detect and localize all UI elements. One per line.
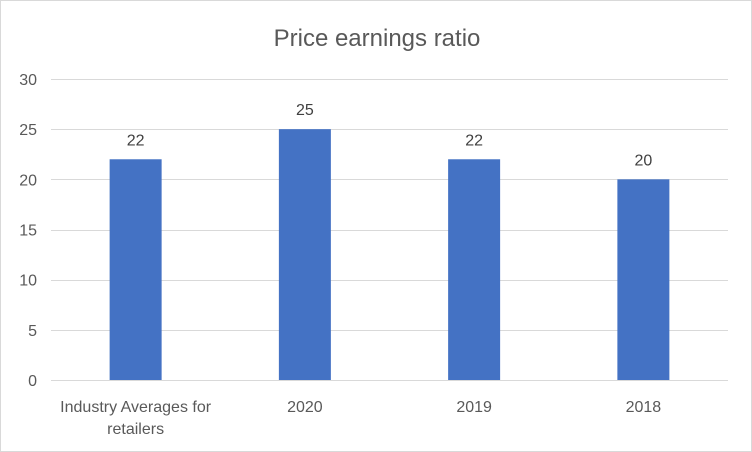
y-axis-tick-labels: 0 5 10 15 20 25 30 xyxy=(19,72,37,390)
bar xyxy=(617,179,670,380)
x-category-label: 2020 xyxy=(287,399,323,416)
y-tick-label: 30 xyxy=(19,72,37,89)
y-tick-label: 10 xyxy=(19,273,37,290)
chart-title: Price earnings ratio xyxy=(274,25,481,52)
data-label: 22 xyxy=(465,132,483,149)
data-label: 22 xyxy=(127,132,145,149)
bar xyxy=(109,159,162,380)
y-tick-label: 0 xyxy=(28,373,37,390)
x-category-label: 2019 xyxy=(456,399,492,416)
data-label: 20 xyxy=(634,152,652,169)
data-labels: 22 25 22 20 xyxy=(127,102,653,169)
x-category-label: Industry Averages for xyxy=(60,399,212,416)
x-category-label: 2018 xyxy=(626,399,662,416)
y-tick-label: 15 xyxy=(19,223,37,240)
data-label: 25 xyxy=(296,102,314,119)
y-tick-label: 5 xyxy=(28,323,37,340)
y-tick-label: 20 xyxy=(19,172,37,189)
bar xyxy=(448,159,501,380)
x-category-label: retailers xyxy=(107,421,164,438)
x-axis-category-labels: Industry Averages for retailers 2020 2019 20… xyxy=(60,399,661,438)
bars xyxy=(109,129,670,380)
y-tick-label: 25 xyxy=(19,122,37,139)
bar xyxy=(278,129,331,380)
gridlines xyxy=(51,79,728,381)
